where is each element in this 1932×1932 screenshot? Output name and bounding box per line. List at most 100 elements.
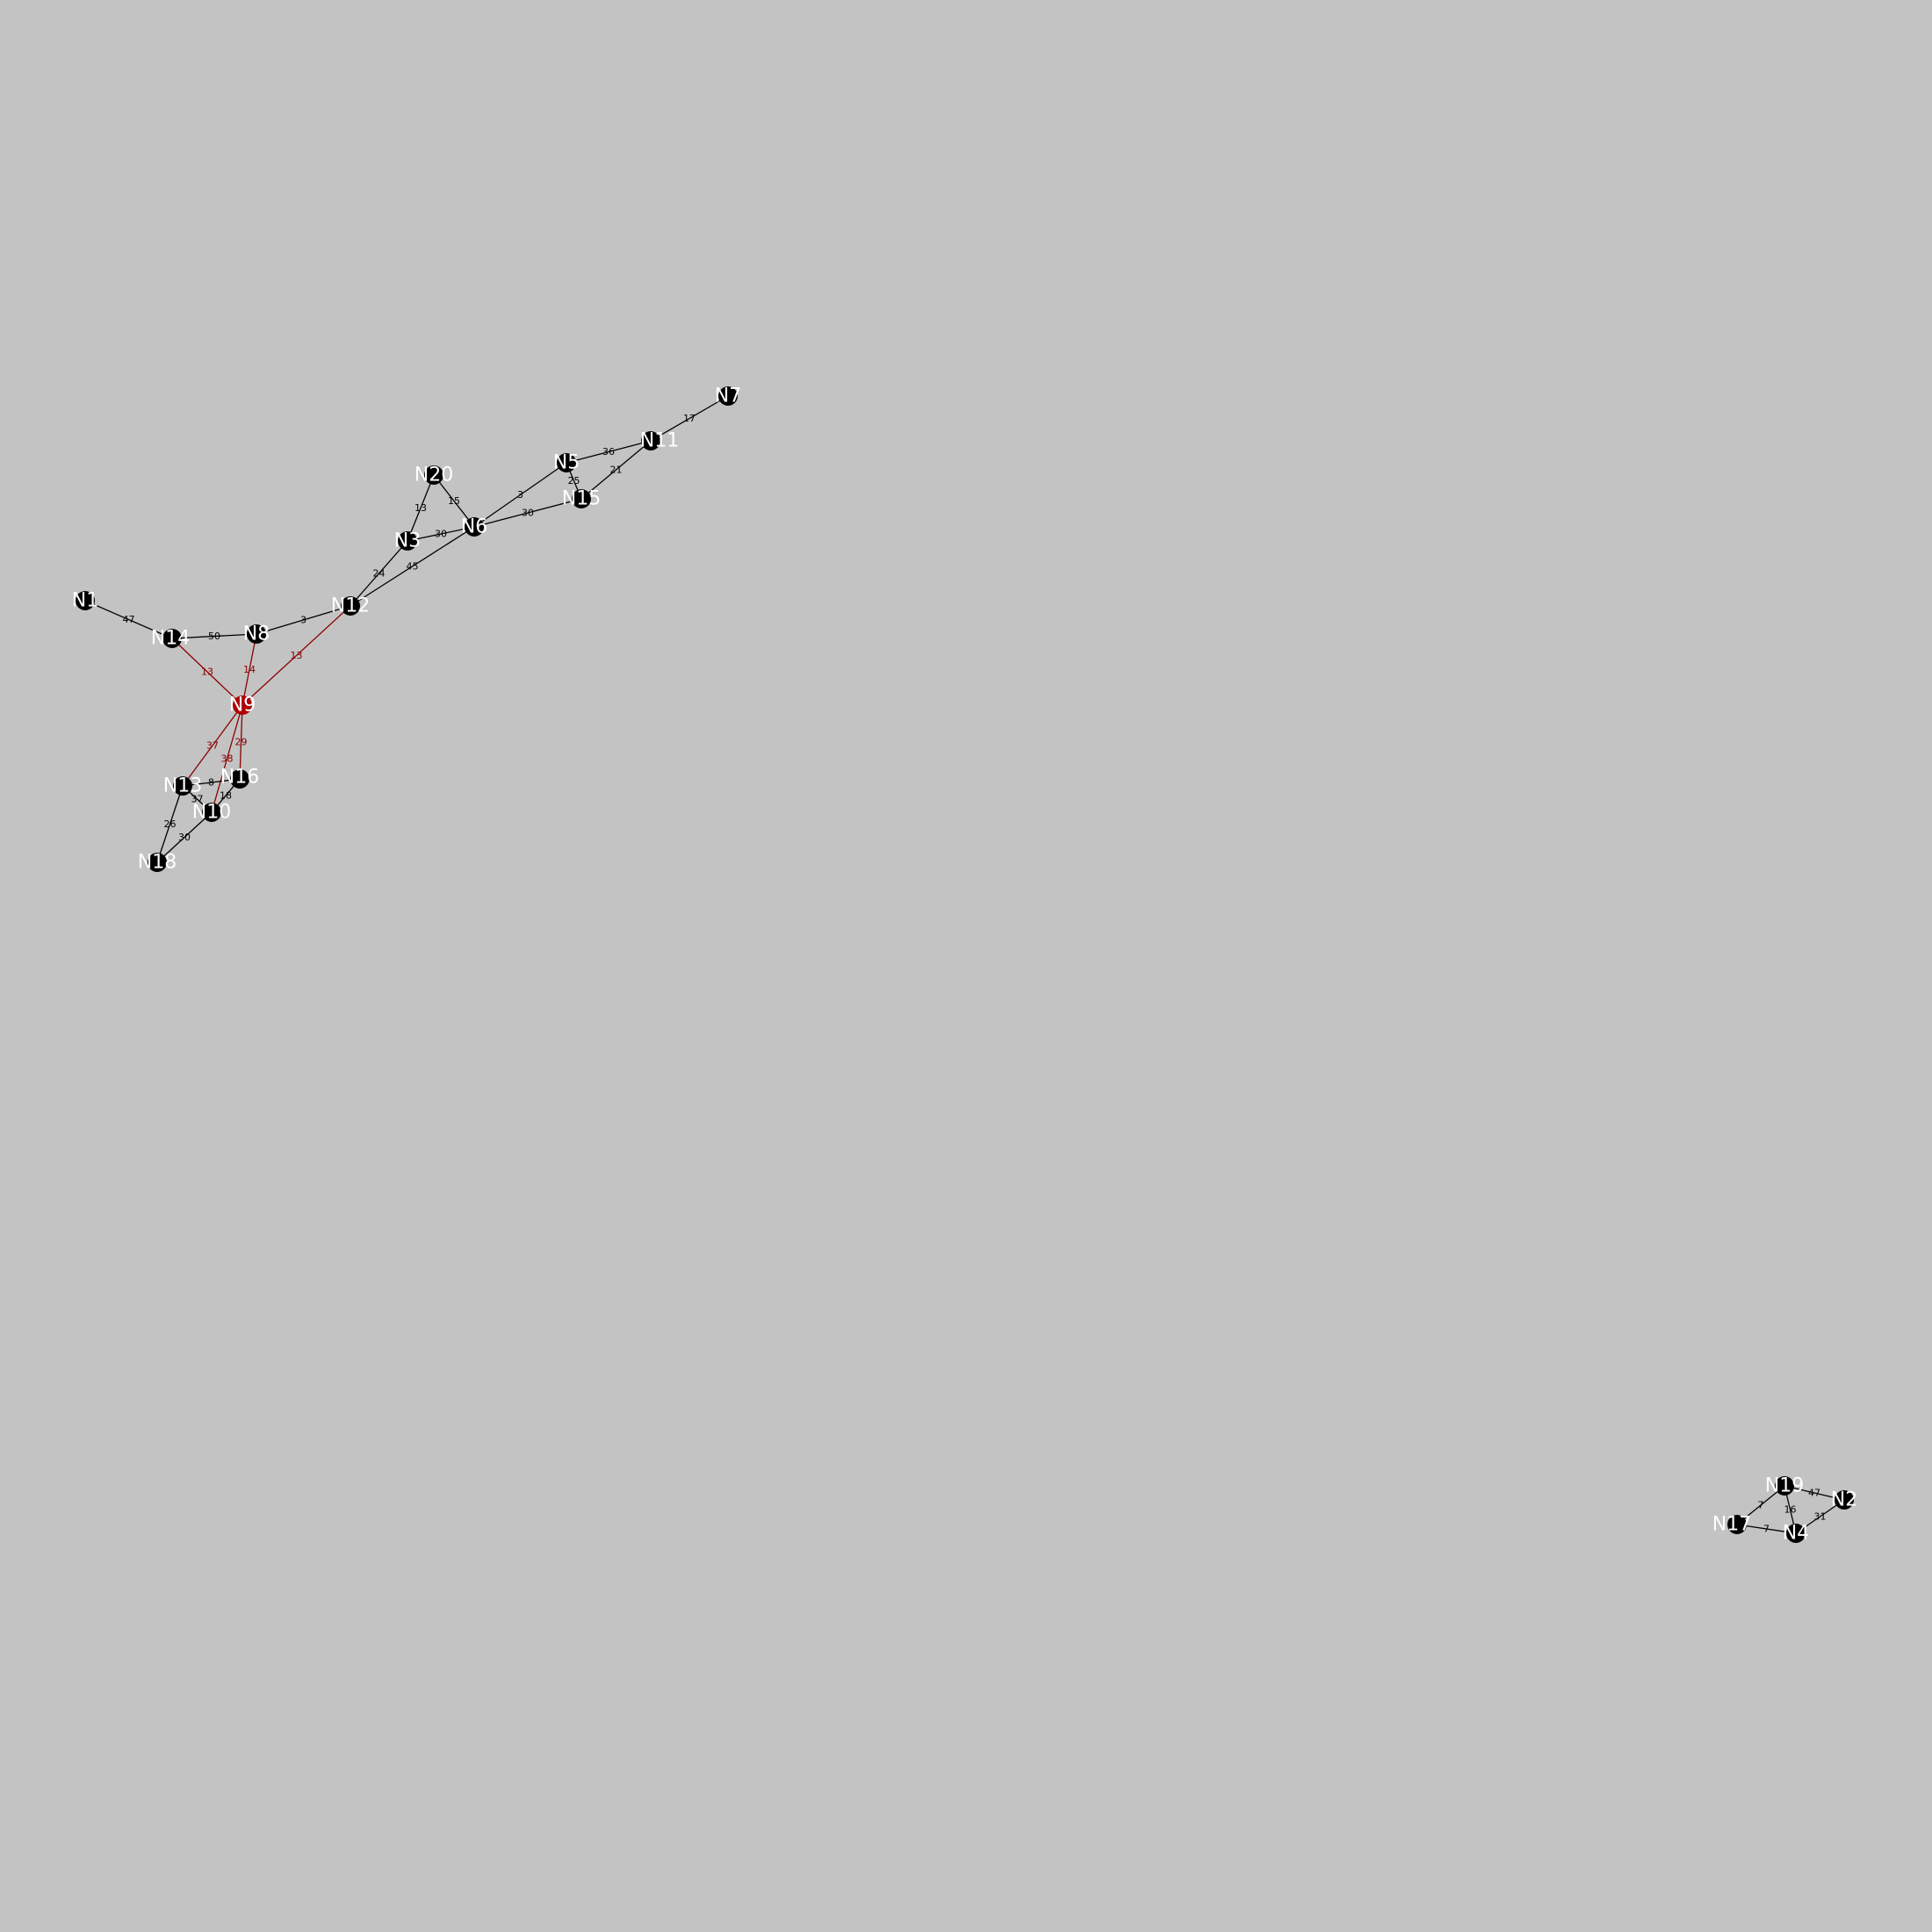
edge-weight-label: 30 xyxy=(522,508,534,519)
node-circle[interactable] xyxy=(557,453,576,472)
node-n5[interactable]: N5 xyxy=(553,452,580,474)
edge-n11-n5 xyxy=(566,440,652,464)
node-circle[interactable] xyxy=(230,769,249,789)
node-n19[interactable]: N19 xyxy=(1765,1475,1804,1497)
edge-n9-n10 xyxy=(211,704,243,813)
edge-weight-label: 45 xyxy=(407,561,419,573)
node-label: N19 xyxy=(1765,1475,1804,1497)
node-circle[interactable] xyxy=(424,465,443,485)
node-label: N11 xyxy=(640,430,679,452)
edge-weight-label: 26 xyxy=(164,818,177,830)
edge-weight-label: 25 xyxy=(568,475,580,487)
node-label: N1 xyxy=(72,590,98,612)
node-n12[interactable]: N12 xyxy=(331,595,370,617)
node-circle[interactable] xyxy=(398,531,417,551)
node-n11[interactable]: N11 xyxy=(640,430,679,452)
node-circle[interactable] xyxy=(173,776,192,796)
node-circle[interactable] xyxy=(572,489,591,508)
edge-n7-n11 xyxy=(650,395,729,442)
node-label: N10 xyxy=(192,802,231,824)
node-n17[interactable]: N17 xyxy=(1712,1514,1751,1536)
node-n16[interactable]: N16 xyxy=(220,767,259,789)
edge-n20-n3 xyxy=(407,474,435,542)
edge-weight-label: 3 xyxy=(300,615,306,626)
edge-n8-n12 xyxy=(256,605,351,635)
node-n20[interactable]: N20 xyxy=(415,465,453,487)
edge-weight-label: 3 xyxy=(517,489,523,501)
node-n2[interactable]: N2 xyxy=(1831,1489,1857,1511)
edge-weight-label: 50 xyxy=(208,631,220,642)
node-circle[interactable] xyxy=(1786,1524,1806,1543)
node-n6[interactable]: N6 xyxy=(461,516,487,538)
node-label: N17 xyxy=(1712,1514,1751,1536)
edge-weight-label: 7 xyxy=(1758,1500,1764,1511)
node-n10[interactable]: N10 xyxy=(192,802,231,824)
edge-weight-label: 7 xyxy=(1763,1524,1770,1535)
edge-n17-n4 xyxy=(1736,1524,1797,1534)
node-n4[interactable]: N4 xyxy=(1783,1523,1809,1545)
edge-weight-label: 37 xyxy=(206,740,219,752)
edge-weight-label: 8 xyxy=(208,777,214,789)
edge-weight-label: 13 xyxy=(291,650,303,661)
edge-n19-n17 xyxy=(1736,1485,1785,1525)
edge-n19-n2 xyxy=(1784,1485,1845,1501)
node-circle[interactable] xyxy=(718,386,738,406)
node-n14[interactable]: N14 xyxy=(151,628,190,650)
node-circle[interactable] xyxy=(1835,1490,1854,1510)
edge-weight-label: 37 xyxy=(191,794,204,805)
edge-weight-label: 13 xyxy=(201,667,213,678)
node-n13[interactable]: N13 xyxy=(163,775,202,797)
node-label: N18 xyxy=(138,852,177,874)
edge-n2-n4 xyxy=(1795,1499,1845,1534)
edge-weight-label: 31 xyxy=(1814,1511,1827,1523)
node-n3[interactable]: N3 xyxy=(394,530,421,552)
node-circle[interactable] xyxy=(465,517,484,537)
node-circle[interactable] xyxy=(1775,1476,1794,1496)
node-n15[interactable]: N15 xyxy=(562,488,601,510)
node-circle[interactable] xyxy=(341,596,360,616)
node-circle[interactable] xyxy=(247,624,266,644)
node-circle[interactable] xyxy=(202,803,221,822)
node-n9[interactable]: N9 xyxy=(229,695,256,717)
node-n1[interactable]: N1 xyxy=(72,590,98,612)
node-label: N20 xyxy=(415,465,453,487)
node-circle[interactable] xyxy=(148,853,167,872)
node-circle[interactable] xyxy=(162,629,182,648)
edge-n20-n6 xyxy=(433,474,475,528)
edge-weight-label: 47 xyxy=(123,614,135,625)
node-circle[interactable] xyxy=(76,591,95,610)
edge-weight-label: 15 xyxy=(448,495,460,507)
node-label: N8 xyxy=(243,624,270,645)
edge-weight-label: 30 xyxy=(178,832,191,843)
node-n8[interactable]: N8 xyxy=(243,624,270,645)
node-circle[interactable] xyxy=(1727,1515,1747,1534)
node-label: N5 xyxy=(553,452,580,474)
nodes-layer: N1 N2 N3 N4 N5 N6 N7 N8 N9 N10 N11 N12 N13 N14 N15 N16 N… xyxy=(72,386,1857,1545)
edge-n1-n14 xyxy=(84,600,173,639)
node-circle[interactable] xyxy=(641,431,660,451)
node-label: N6 xyxy=(461,516,487,538)
edge-n9-n13 xyxy=(182,704,243,787)
node-circle[interactable] xyxy=(233,696,252,715)
node-label: N13 xyxy=(163,775,202,797)
node-label: N15 xyxy=(562,488,601,510)
edge-weight-label: 47 xyxy=(1808,1488,1820,1499)
edge-weight-label: 38 xyxy=(221,753,234,765)
edge-weight-label: 24 xyxy=(373,568,386,580)
edge-n6-n12 xyxy=(350,526,475,607)
edge-n14-n9 xyxy=(171,638,243,706)
node-label: N9 xyxy=(229,695,256,717)
node-n18[interactable]: N18 xyxy=(138,852,177,874)
edge-weight-label: 21 xyxy=(610,465,623,476)
edge-weight-label: 13 xyxy=(415,502,427,514)
edge-n3-n12 xyxy=(350,540,408,607)
node-label: N12 xyxy=(331,595,370,617)
node-n7[interactable]: N7 xyxy=(715,386,741,407)
edge-weight-label: 17 xyxy=(683,413,696,424)
edge-n9-n16 xyxy=(239,704,243,780)
edge-n5-n6 xyxy=(473,462,567,528)
edge-n3-n6 xyxy=(407,526,475,542)
